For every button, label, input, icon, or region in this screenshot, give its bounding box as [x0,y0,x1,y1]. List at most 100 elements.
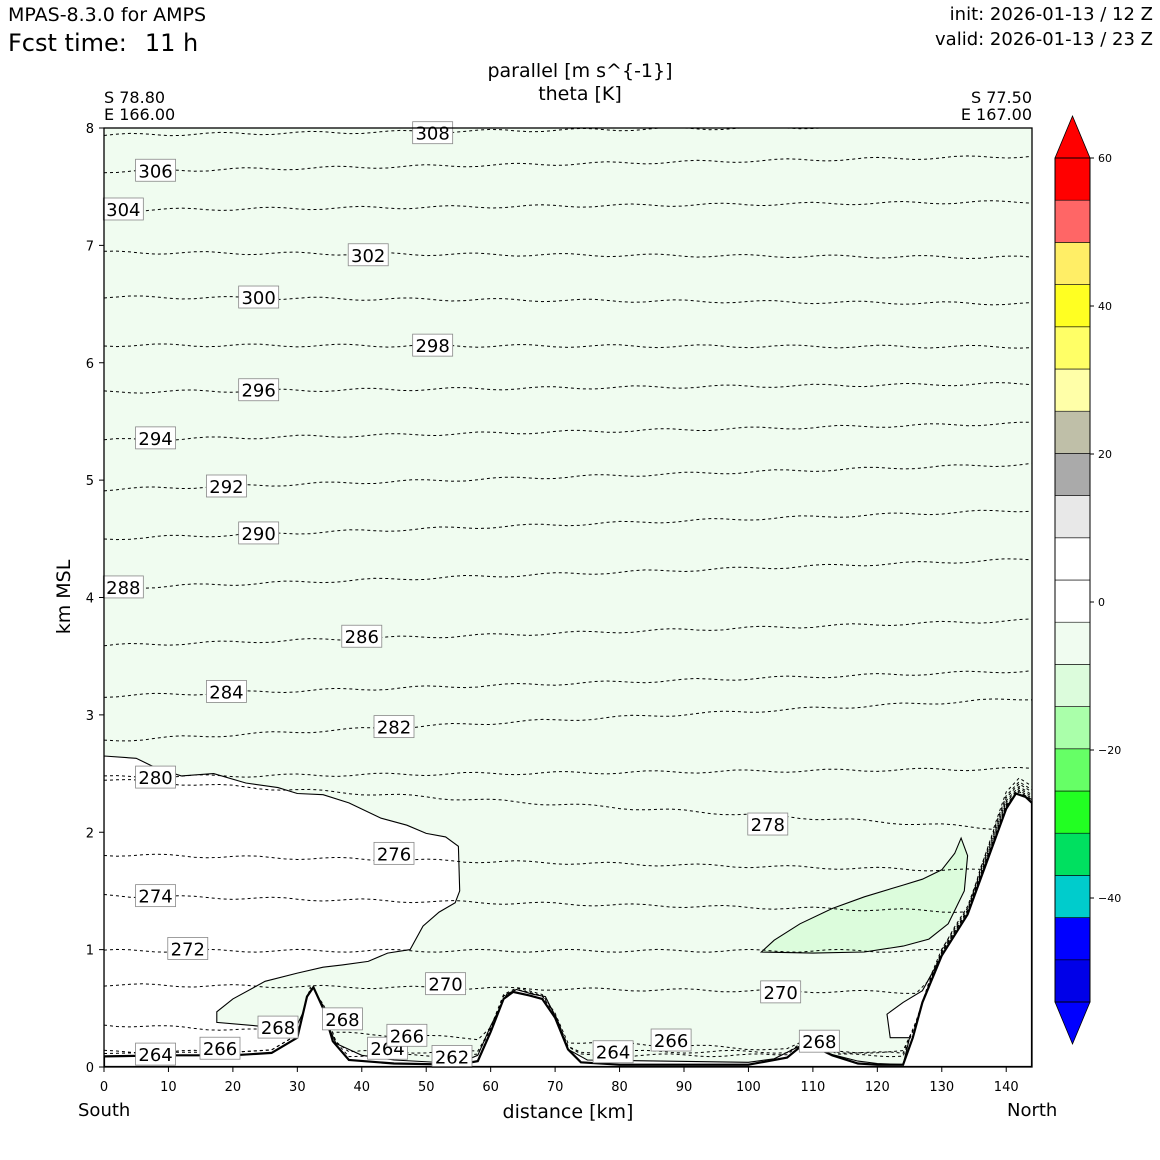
y-tick-label-3: 3 [86,709,94,724]
contour-label-290-box [238,521,280,545]
contour-label-extra-3-box [322,1007,363,1031]
colorbar-band-10 [1054,537,1091,581]
contour-label-308-box [412,121,454,145]
colorbar-tick-label-3: 0 [1098,596,1105,609]
colorbar-tick-label-1: 40 [1098,300,1112,313]
chart-title-fill: parallel [m s^{-1}] [487,60,673,82]
contour-label-296-box [238,378,280,402]
contour-label-276-box [373,841,415,865]
theta-contour-304 [104,200,1032,212]
x-tick-label-60: 60 [482,1080,499,1095]
theta-contour-284 [104,670,1032,698]
theta-contour-272 [104,785,1032,953]
plot-area [104,128,1032,1067]
contour-label-extra-7-box [798,1029,840,1053]
contour-label-extra-6: 270 [763,983,797,1004]
colorbar-band-1 [1054,917,1091,961]
contour-label-extra-4: 264 [596,1043,630,1064]
right-endpoint-lon: E 167.00 [960,105,1032,124]
colorbar: 60 40 20 0 −20 −40 [1054,114,1121,1046]
theta-contour-labels: 264 266 268 270 272 274 276 278 280 282 284 286 288 2… [102,121,840,1068]
colorbar-band-6 [1054,706,1091,750]
contour-label-extra-6-box [760,980,802,1004]
colorbar-band-2 [1054,875,1091,918]
colorbar-tick-label-4: −20 [1098,744,1121,757]
y-axis-ticks: 0 1 2 3 4 5 6 7 8 [86,122,104,1076]
colorbar-band-14 [1054,368,1091,412]
theta-contour-278 [104,777,1032,830]
contour-label-extra-0: 262 [435,1047,469,1068]
contour-label-extra-5-box [650,1028,692,1052]
x-tick-label-130: 130 [929,1080,954,1095]
contour-label-298: 298 [415,336,449,357]
x-tick-label-30: 30 [289,1080,306,1095]
contour-label-272: 272 [171,939,205,960]
contour-label-270: 270 [428,975,462,996]
theta-contour-266 [104,790,1032,1054]
contour-label-290: 290 [241,524,275,545]
colorbar-band-9 [1054,579,1091,623]
contour-label-266: 266 [203,1039,237,1060]
colorbar-tick-label-0: 60 [1098,152,1112,165]
contour-label-276: 276 [377,844,411,865]
theta-contour-292 [104,462,1032,492]
colorbar-band-17 [1054,242,1091,285]
x-tick-label-40: 40 [354,1080,371,1095]
x-tick-label-50: 50 [418,1080,435,1095]
contour-label-292: 292 [209,477,243,498]
colorbar-band-16 [1054,284,1091,328]
contour-label-294-box [135,426,176,450]
contour-label-274: 274 [138,887,172,908]
y-tick-label-6: 6 [86,357,94,372]
contour-label-extra-4-box [592,1040,634,1064]
colorbar-band-3 [1054,832,1091,876]
colorbar-band-19 [1054,157,1091,201]
contour-label-extra-3: 268 [325,1010,359,1031]
chart-title-contour: theta [K] [538,83,622,105]
theta-contour-296 [104,382,1032,394]
theta-contour-286 [104,618,1032,647]
theta-contour-282 [104,698,1032,742]
contour-label-304: 304 [106,200,140,221]
colorbar-band-13 [1054,410,1091,454]
contour-label-268: 268 [261,1018,295,1039]
contour-label-282-box [373,715,415,739]
y-tick-label-0: 0 [86,1061,94,1076]
right-endpoint-lat: S 77.50 [970,88,1032,107]
model-title: MPAS-8.3.0 for AMPS [8,4,207,26]
contour-label-278-box [747,812,789,836]
colorbar-over-arrow [1054,114,1091,159]
contour-label-266-box [199,1036,241,1060]
x-axis-label: distance [km] [503,1101,634,1123]
theta-contour-268 [104,789,1032,1054]
x-tick-label-100: 100 [736,1080,761,1095]
contour-label-300: 300 [241,288,275,309]
forecast-time-label: Fcst time: [8,29,127,57]
theta-contour-276 [104,781,1032,872]
wind-fill-regions [104,755,1032,1067]
colorbar-tick-label-5: −40 [1098,892,1121,905]
x-tick-label-20: 20 [225,1080,242,1095]
colorbar-under-arrow [1054,1001,1091,1046]
x-tick-label-70: 70 [547,1080,564,1095]
contour-label-304-box [102,197,144,221]
contour-label-286: 286 [345,627,379,648]
colorbar-band-15 [1054,326,1091,370]
theta-contours [104,128,1032,1058]
contour-label-296: 296 [241,381,275,402]
contour-label-264: 264 [138,1045,172,1066]
theta-contour-294 [104,421,1032,441]
colorbar-band-5 [1054,748,1091,792]
forecast-time-value: 11 h [144,29,199,57]
x-tick-label-0: 0 [100,1080,108,1095]
contour-label-280-box [135,765,176,789]
contour-label-274-box [135,884,176,908]
contour-label-306: 306 [138,161,172,182]
y-axis-label: km MSL [53,559,75,634]
x-tick-label-110: 110 [800,1080,825,1095]
contour-label-306-box [135,158,176,182]
theta-contour-280 [104,766,1032,779]
colorbar-band-7 [1054,664,1091,707]
theta-contour-306 [104,155,1032,174]
